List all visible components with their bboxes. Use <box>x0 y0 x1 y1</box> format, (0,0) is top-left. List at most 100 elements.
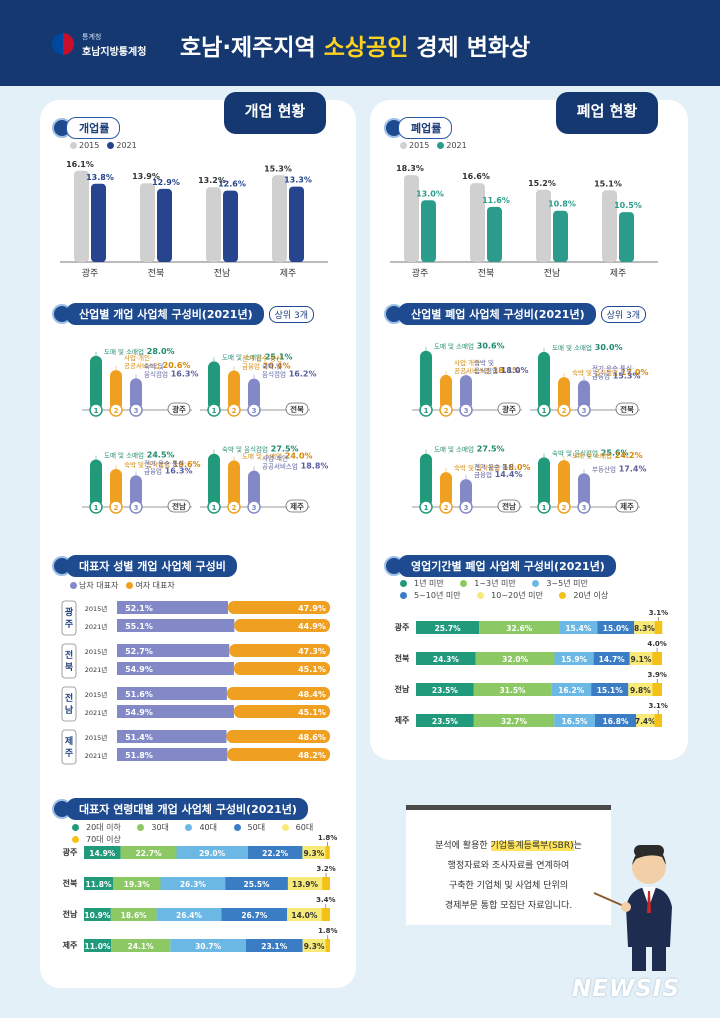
duration-segment <box>554 714 595 727</box>
close-industry-bar <box>538 457 550 507</box>
open-industry-item-label: 금융업 16.3% <box>144 466 193 475</box>
note-line-2: 행정자료와 조사자료를 연계하여 <box>447 861 570 871</box>
duration-header: 영업기간별 폐업 사업체 구성비(2021년) <box>384 555 616 577</box>
open-industry-item-label: 공공서비스업 18.8% <box>262 462 328 471</box>
age-segment-value: 19.3% <box>124 880 151 889</box>
gender-title: 대표자 성별 개업 사업체 구성비 <box>66 555 237 577</box>
open-rate-bar-2015 <box>74 170 89 262</box>
duration-segment-value: 4.0% <box>647 640 666 648</box>
age-segment-value: 18.6% <box>121 911 148 920</box>
close-industry-item-label: 숙박 및 음식점업 18.0% <box>454 463 531 472</box>
gender-year: 2015년 <box>85 733 108 742</box>
close-rate-bar-2015 <box>602 190 617 262</box>
open-industry-item-label: 도매 및 소매업 28.0% <box>104 347 175 356</box>
header: 통계청 호남지방통계청 호남·제주지역 소상공인 경제 변화상 <box>0 0 720 86</box>
duration-segment <box>654 714 662 727</box>
duration-segment <box>416 621 480 634</box>
duration-category: 제주 <box>395 715 410 725</box>
age-segment-value: 10.9% <box>84 911 111 920</box>
close-industry-rank: 1 <box>424 407 429 415</box>
age-category: 전남 <box>63 909 78 919</box>
open-rate-label-2015: 13.2% <box>198 176 226 185</box>
gender-year: 2021년 <box>85 708 108 717</box>
open-industry-item-label: 금융업 20.4% <box>242 361 291 370</box>
close-industry-rank-marker <box>577 403 591 417</box>
gender-region-box <box>61 686 77 722</box>
open-industry-item-value: 24.5% <box>144 451 175 460</box>
open-industry-rank-marker <box>227 403 241 417</box>
close-industry-item-label: 숙박 및 <box>474 358 494 367</box>
open-industry-region: 전남 <box>172 501 186 511</box>
age-segment <box>247 846 303 859</box>
gender-value-male: 54.9% <box>125 665 153 674</box>
open-industry-item-label: 숙박 및 <box>262 362 282 371</box>
close-industry-item-value: 18.1% <box>490 366 521 375</box>
open-industry-rank-marker <box>89 403 103 417</box>
age-segment-value: 14.9% <box>89 849 116 858</box>
duration-segment-value: 14.7% <box>599 655 626 664</box>
duration-segment <box>479 621 560 634</box>
age-segment <box>84 939 112 952</box>
gender-bar-female <box>227 601 330 614</box>
gender-year: 2021년 <box>85 665 108 674</box>
open-industry-rank: 3 <box>134 407 139 415</box>
duration-title: 영업기간별 폐업 사업체 구성비(2021년) <box>398 555 616 577</box>
duration-segment <box>559 621 598 634</box>
close-industry-rank: 2 <box>444 504 449 512</box>
open-industry-bar <box>90 355 102 410</box>
open-industry-item-label: 숙박 및 음식점업 19.6% <box>124 460 201 469</box>
duration-segment-value: 16.8% <box>602 717 629 726</box>
open-industry-bar <box>90 459 102 507</box>
open-industry-rank-marker <box>109 403 123 417</box>
duration-segment <box>551 683 592 696</box>
open-rate-legend: 2015 2021 <box>70 141 137 150</box>
close-industry-rank-marker <box>459 500 473 514</box>
close-industry-rank-marker <box>557 500 571 514</box>
open-industry-bar <box>248 470 260 507</box>
age-segment <box>245 939 303 952</box>
open-industry-title: 산업별 개업 사업체 구성비(2021년) <box>66 303 264 325</box>
gender-region: 제 <box>65 735 73 747</box>
gender-bar-male <box>117 730 227 743</box>
open-industry-region: 광주 <box>172 404 186 414</box>
age-segment-value: 9.3% <box>304 942 325 951</box>
close-industry-rank: 2 <box>562 407 567 415</box>
open-industry-bar <box>248 378 260 410</box>
close-rate-bar-2015 <box>536 189 551 262</box>
gender-bar-female <box>226 687 330 700</box>
age-segment <box>287 908 322 921</box>
close-industry-header: 산업별 폐업 사업체 구성비(2021년) 상위 3개 <box>384 303 647 325</box>
open-rate-bar-2015 <box>206 187 221 262</box>
open-rate-bar-2015 <box>140 183 155 262</box>
close-industry-item-label: 금융업 14.4% <box>474 470 523 479</box>
gender-bar-male <box>117 662 234 675</box>
close-industry-region-tag <box>497 402 521 416</box>
open-rate-label-2021: 13.8% <box>86 173 114 182</box>
open-rate-label-2021: 12.9% <box>152 178 180 187</box>
gender-bar-female <box>233 662 330 675</box>
duration-category: 광주 <box>395 622 410 632</box>
duration-segment-value: 9.1% <box>631 655 652 664</box>
open-industry-bar <box>228 370 240 410</box>
age-segment-value: 22.2% <box>262 849 289 858</box>
close-rate-label-2015: 18.3% <box>396 164 424 173</box>
close-industry-rank: 3 <box>464 407 469 415</box>
close-rate-bar-2021 <box>421 200 436 262</box>
close-rate-label-2021: 10.5% <box>614 201 642 210</box>
gender-bar-male <box>117 644 230 657</box>
open-industry-item-value: 16.2% <box>286 370 317 379</box>
close-top3-tag: 상위 3개 <box>600 305 647 323</box>
age-segment-value: 14.0% <box>291 911 318 920</box>
duration-segment <box>416 714 474 727</box>
close-industry-region-tag <box>615 499 639 513</box>
open-rate-bar-2021 <box>157 188 172 262</box>
age-segment <box>325 939 330 952</box>
open-industry-bar <box>130 378 142 410</box>
age-segment <box>302 846 326 859</box>
gender-region: 주 <box>65 748 73 759</box>
duration-segment-value: 23.5% <box>432 717 459 726</box>
duration-segment-value: 3.1% <box>649 609 668 617</box>
close-rate-category: 광주 <box>412 267 429 279</box>
duration-segment <box>591 683 629 696</box>
